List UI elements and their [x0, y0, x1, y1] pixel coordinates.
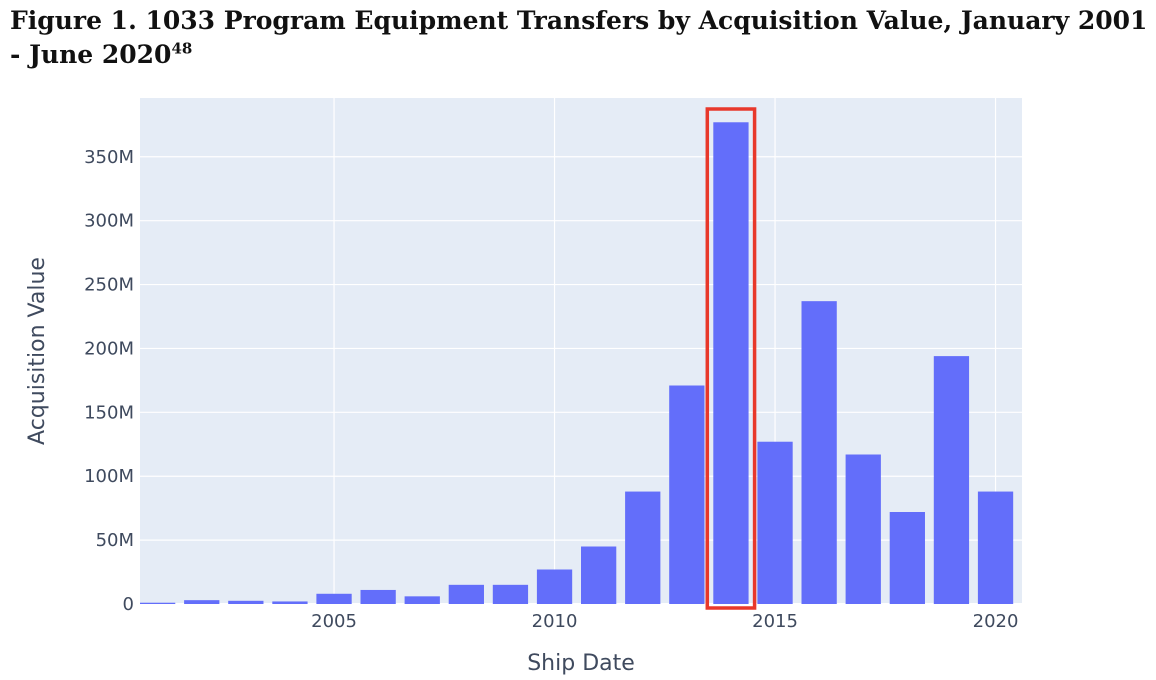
bar-2012 — [625, 491, 661, 604]
y-tick-label: 0 — [123, 594, 134, 615]
bars — [140, 122, 1014, 605]
bar-2020 — [977, 491, 1014, 604]
bar-2007 — [404, 596, 440, 604]
x-tick-label: 2010 — [532, 611, 578, 632]
y-axis-title: Acquisition Value — [25, 257, 50, 445]
bar-2003 — [228, 600, 264, 604]
bar-2018 — [889, 512, 925, 604]
y-tick-label: 150M — [84, 402, 134, 423]
x-axis-ticks: 2005 2010 2015 2020 — [311, 611, 1018, 632]
bar-2005 — [316, 593, 352, 604]
y-tick-label: 300M — [84, 211, 134, 232]
bar-2009 — [492, 584, 529, 604]
x-tick-label: 2005 — [311, 611, 357, 632]
x-axis-title: Ship Date — [527, 651, 635, 676]
bar-2001 — [140, 602, 176, 604]
bar-2019 — [933, 356, 970, 604]
figure-title: Figure 1. 1033 Program Equipment Transfe… — [10, 4, 1150, 72]
bar-2017 — [845, 454, 881, 604]
bar-2013 — [669, 385, 705, 604]
bar-2008 — [448, 584, 484, 604]
highlight-box — [705, 107, 757, 610]
bar-2016 — [801, 301, 837, 604]
figure-title-text: Figure 1. 1033 Program Equipment Transfe… — [10, 6, 1148, 69]
y-tick-label: 50M — [96, 530, 134, 551]
y-tick-label: 200M — [84, 338, 134, 359]
y-tick-label: 350M — [84, 147, 134, 168]
x-tick-label: 2015 — [752, 611, 798, 632]
x-tick-label: 2020 — [973, 611, 1019, 632]
bar-2006 — [360, 589, 396, 604]
highlight-layer — [705, 107, 757, 610]
y-axis-ticks: 0 50M 100M 150M 200M 250M 300M 350M — [84, 147, 134, 615]
bar-2014 — [713, 122, 749, 605]
bar-2015 — [757, 441, 793, 604]
bar-2002 — [184, 600, 220, 604]
y-tick-label: 250M — [84, 275, 134, 296]
footnote-ref: 48 — [171, 39, 193, 58]
bar-2010 — [536, 569, 573, 604]
y-tick-label: 100M — [84, 466, 134, 487]
bar-2004 — [272, 601, 308, 604]
bar-2011 — [581, 546, 617, 604]
